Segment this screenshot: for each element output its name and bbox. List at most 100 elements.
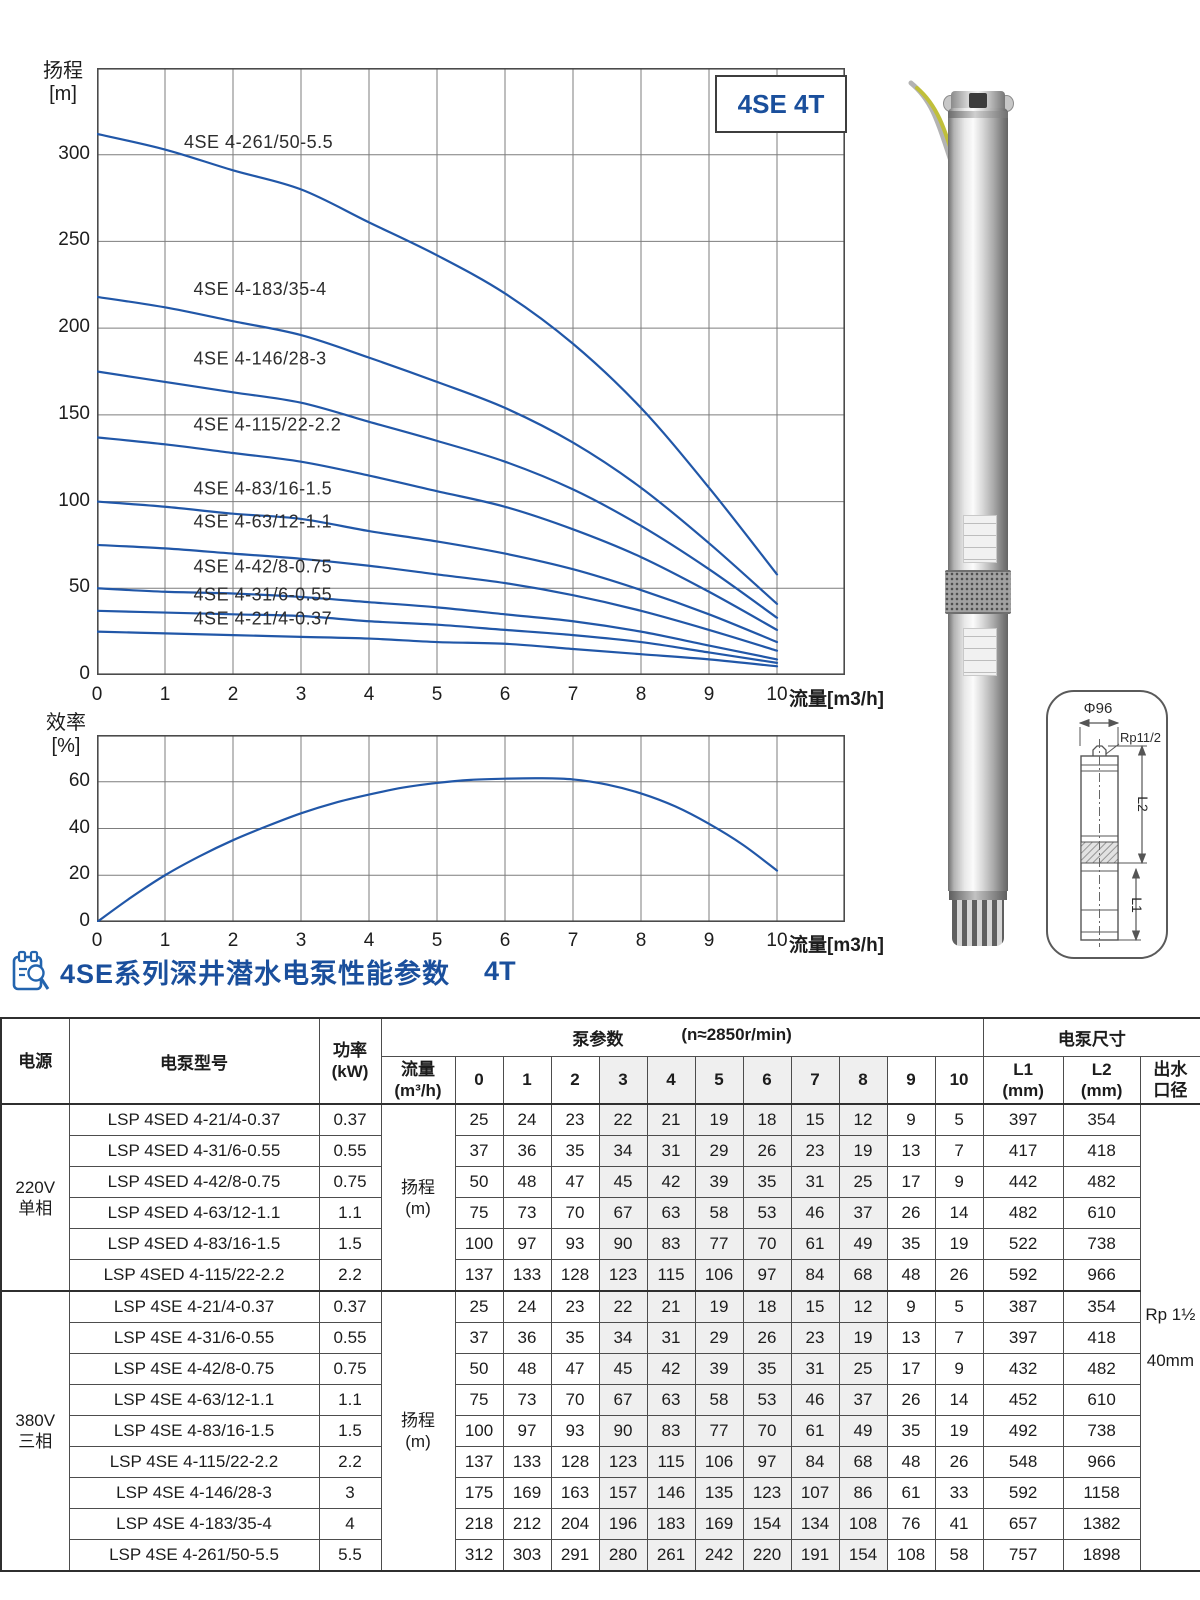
y-tick-label: 50 xyxy=(68,576,90,598)
table-row: LSP 4SE 4-146/28-3 3 175 169 163 157 146 135 123… xyxy=(1,1477,1200,1509)
head-value-cell: 58 xyxy=(694,1197,744,1229)
head-value-cell: 115 xyxy=(646,1446,696,1478)
head-value-cell: 45 xyxy=(598,1353,648,1385)
head-value-cell: 23 xyxy=(550,1290,600,1323)
y-tick-label: 200 xyxy=(58,316,90,338)
head-value-cell: 48 xyxy=(502,1353,552,1385)
model-cell: LSP 4SE 4-31/6-0.55 xyxy=(68,1322,320,1354)
l2-cell: 738 xyxy=(1062,1228,1141,1260)
head-value-cell: 5 xyxy=(934,1290,984,1323)
plot-border xyxy=(97,68,845,675)
kw-cell: 5.5 xyxy=(318,1539,382,1572)
l1-cell: 442 xyxy=(982,1166,1064,1198)
head-value-cell: 204 xyxy=(550,1508,600,1540)
l1-cell: 757 xyxy=(982,1539,1064,1572)
head-unit-cell: 扬程 (m) xyxy=(380,1103,456,1292)
col-flow-8: 8 xyxy=(838,1056,888,1105)
l1-cell: 397 xyxy=(982,1322,1064,1354)
x-tick-label: 4 xyxy=(363,684,375,705)
head-value-cell: 303 xyxy=(502,1539,552,1572)
head-value-cell: 26 xyxy=(742,1322,792,1354)
kw-cell: 1.5 xyxy=(318,1228,382,1260)
head-value-cell: 7 xyxy=(934,1322,984,1354)
head-value-cell: 70 xyxy=(742,1228,792,1260)
head-value-cell: 76 xyxy=(886,1508,936,1540)
head-value-cell: 31 xyxy=(790,1353,840,1385)
x-tick-label: 9 xyxy=(703,684,715,705)
head-value-cell: 169 xyxy=(502,1477,552,1509)
head-value-cell: 14 xyxy=(934,1384,984,1416)
head-unit-cell: 扬程 (m) xyxy=(380,1290,456,1572)
head-value-cell: 42 xyxy=(646,1353,696,1385)
head-value-cell: 175 xyxy=(454,1477,504,1509)
head-value-cell: 50 xyxy=(454,1353,504,1385)
x-tick-label: 0 xyxy=(91,930,103,951)
head-value-cell: 26 xyxy=(886,1197,936,1229)
table-row: LSP 4SE 4-83/16-1.5 1.5 100 97 93 90 83 77 70 61 4… xyxy=(1,1415,1200,1447)
pump-product-image xyxy=(893,80,1027,959)
pump-curve xyxy=(97,132,779,576)
x-tick-label: 1 xyxy=(159,930,171,951)
head-value-cell: 35 xyxy=(550,1135,600,1167)
l2-cell: 610 xyxy=(1062,1384,1141,1416)
head-value-cell: 107 xyxy=(790,1477,840,1509)
x-tick-label: 5 xyxy=(431,930,443,951)
notebook-magnifier-icon xyxy=(12,950,50,991)
efficiency-chart xyxy=(97,735,845,922)
y-tick-label: 40 xyxy=(68,816,90,838)
model-cell: LSP 4SE 4-115/22-2.2 xyxy=(68,1446,320,1478)
pump-nameplate-lower xyxy=(963,628,997,676)
model-cell: LSP 4SED 4-31/6-0.55 xyxy=(68,1135,320,1167)
l2-cell: 354 xyxy=(1062,1290,1141,1323)
model-cell: LSP 4SE 4-83/16-1.5 xyxy=(68,1415,320,1447)
pump-suction-strainer xyxy=(945,570,1011,614)
kw-cell: 0.75 xyxy=(318,1166,382,1198)
head-value-cell: 53 xyxy=(742,1197,792,1229)
head-value-cell: 34 xyxy=(598,1135,648,1167)
head-value-cell: 31 xyxy=(646,1322,696,1354)
col-l1: L1 (mm) xyxy=(982,1056,1064,1105)
head-value-cell: 61 xyxy=(886,1477,936,1509)
curve-label: 4SE 4-42/8-0.75 xyxy=(194,557,333,577)
head-value-cell: 39 xyxy=(694,1166,744,1198)
head-value-cell: 46 xyxy=(790,1384,840,1416)
model-cell: LSP 4SE 4-63/12-1.1 xyxy=(68,1384,320,1416)
head-value-cell: 123 xyxy=(742,1477,792,1509)
head-value-cell: 58 xyxy=(934,1539,984,1572)
l2-cell: 1382 xyxy=(1062,1508,1141,1540)
head-value-cell: 68 xyxy=(838,1446,888,1478)
l2-cell: 966 xyxy=(1062,1446,1141,1478)
x-tick-label: 1 xyxy=(159,684,171,705)
model-cell: LSP 4SE 4-21/4-0.37 xyxy=(68,1290,320,1323)
head-value-cell: 220 xyxy=(742,1539,792,1572)
head-value-cell: 133 xyxy=(502,1446,552,1478)
head-value-cell: 26 xyxy=(742,1135,792,1167)
x-tick-label: 5 xyxy=(431,684,443,705)
col-model: 电泵型号 xyxy=(68,1017,320,1105)
l1-cell: 417 xyxy=(982,1135,1064,1167)
table-row: LSP 4SED 4-83/16-1.5 1.5 100 97 93 90 83 77 70 61… xyxy=(1,1228,1200,1260)
head-value-cell: 19 xyxy=(838,1135,888,1167)
model-cell: LSP 4SED 4-21/4-0.37 xyxy=(68,1103,320,1136)
power-cell: 380V 三相 xyxy=(0,1290,70,1572)
head-value-cell: 17 xyxy=(886,1166,936,1198)
l1-cell: 432 xyxy=(982,1353,1064,1385)
head-value-cell: 26 xyxy=(886,1384,936,1416)
head-value-cell: 31 xyxy=(790,1166,840,1198)
l2-cell: 738 xyxy=(1062,1415,1141,1447)
table-row: LSP 4SED 4-42/8-0.75 0.75 50 48 47 45 42 39 35 31… xyxy=(1,1166,1200,1198)
series-badge: 4SE 4T xyxy=(715,75,847,133)
col-flow-9: 9 xyxy=(886,1056,936,1105)
pump-collar xyxy=(948,111,1008,118)
head-value-cell: 70 xyxy=(550,1197,600,1229)
table-row: 380V 三相 LSP 4SE 4-21/4-0.37 0.37 扬程 (m) 25 24… xyxy=(0,1290,1200,1572)
head-value-cell: 37 xyxy=(838,1197,888,1229)
head-value-cell: 17 xyxy=(886,1353,936,1385)
head-value-cell: 35 xyxy=(742,1166,792,1198)
power-cell: 220V 单相 xyxy=(0,1103,70,1292)
head-value-cell: 14 xyxy=(934,1197,984,1229)
head-value-cell: 312 xyxy=(454,1539,504,1572)
y-tick-label: 0 xyxy=(79,663,90,684)
head-value-cell: 35 xyxy=(550,1322,600,1354)
pump-bottom-ring xyxy=(949,891,1007,900)
